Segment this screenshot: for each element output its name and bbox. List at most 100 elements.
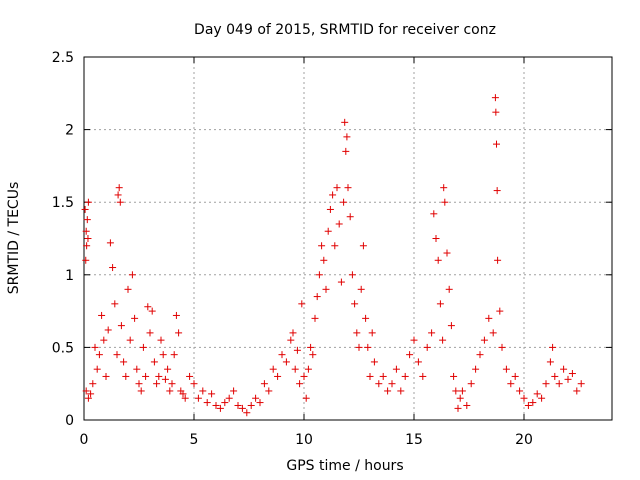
data-point	[516, 387, 524, 395]
data-point	[82, 256, 90, 264]
data-point	[186, 372, 194, 380]
data-point	[423, 343, 431, 351]
data-point	[551, 372, 559, 380]
data-point	[340, 198, 348, 206]
data-point	[370, 358, 378, 366]
data-point	[520, 394, 528, 402]
data-point	[335, 220, 343, 228]
data-point	[84, 235, 92, 242]
y-tick-label: 0.5	[52, 340, 74, 356]
data-point	[81, 205, 89, 213]
data-point	[265, 387, 273, 395]
data-point	[139, 343, 147, 351]
data-point	[148, 307, 156, 315]
data-point	[493, 187, 501, 195]
data-point	[122, 372, 130, 380]
data-point	[502, 365, 510, 373]
data-point	[346, 213, 354, 221]
data-point	[260, 380, 268, 388]
data-point	[113, 351, 121, 359]
axis-ticks: 0 0.5 1 1.5 2 2.5 0 5 10 15 20	[52, 50, 612, 448]
data-point	[493, 140, 500, 148]
data-point	[564, 375, 572, 383]
data-point	[555, 380, 563, 388]
data-point	[498, 343, 506, 351]
data-point	[538, 394, 546, 402]
y-tick-label: 0	[65, 413, 74, 429]
plot-frame	[83, 56, 613, 421]
data-point	[104, 326, 112, 334]
data-point	[311, 314, 319, 322]
data-point	[344, 184, 352, 192]
data-point	[111, 300, 119, 308]
data-point	[82, 387, 90, 395]
data-point	[157, 336, 165, 344]
data-point	[315, 271, 323, 279]
data-point	[450, 372, 458, 380]
data-point	[175, 329, 183, 337]
data-point	[333, 184, 341, 192]
data-point	[230, 387, 238, 395]
data-point	[102, 372, 110, 380]
data-point	[89, 380, 97, 388]
data-point	[179, 390, 187, 398]
data-point	[116, 198, 124, 206]
data-point	[432, 235, 440, 242]
data-point	[480, 336, 488, 344]
y-tick-label: 2.5	[52, 50, 74, 66]
data-point	[291, 365, 299, 373]
grid	[84, 57, 612, 420]
data-point	[84, 198, 92, 206]
data-point	[117, 322, 125, 330]
data-point	[384, 387, 392, 395]
data-point	[225, 394, 233, 402]
data-point	[304, 365, 312, 373]
data-point	[322, 285, 330, 293]
data-point	[419, 372, 427, 380]
data-point	[439, 336, 447, 344]
data-point	[467, 380, 475, 388]
data-point	[256, 399, 264, 407]
x-tick-label: 0	[80, 432, 89, 448]
data-point	[83, 242, 91, 250]
data-point	[137, 387, 145, 395]
data-point	[529, 399, 537, 407]
data-point	[82, 227, 90, 235]
data-point	[392, 365, 400, 373]
data-point	[489, 329, 497, 337]
data-point	[221, 399, 229, 407]
x-tick-label: 20	[515, 432, 533, 448]
data-point	[124, 285, 132, 293]
data-point	[93, 365, 101, 373]
data-point	[329, 191, 337, 199]
data-point	[135, 380, 143, 388]
data-points	[81, 94, 585, 417]
data-point	[410, 336, 418, 344]
data-point	[434, 256, 442, 264]
data-point	[343, 133, 351, 141]
data-point	[414, 358, 422, 366]
data-point	[199, 387, 207, 395]
data-point	[351, 300, 359, 308]
data-point	[476, 351, 484, 359]
data-point	[341, 118, 349, 126]
data-point	[302, 394, 310, 402]
data-point	[269, 365, 277, 373]
data-point	[307, 343, 315, 351]
data-point	[98, 311, 106, 319]
data-point	[109, 264, 117, 272]
y-tick-label: 1	[65, 268, 74, 284]
data-point	[318, 242, 326, 250]
data-point	[142, 372, 150, 380]
x-tick-label: 5	[190, 432, 199, 448]
data-point	[342, 147, 350, 155]
x-tick-label: 10	[295, 432, 313, 448]
data-point	[150, 358, 158, 366]
data-point	[560, 365, 568, 373]
data-point	[144, 303, 152, 311]
data-point	[159, 351, 167, 359]
data-point	[320, 256, 328, 264]
data-point	[166, 387, 174, 395]
data-point	[212, 401, 220, 409]
y-tick-label: 1.5	[52, 195, 74, 211]
